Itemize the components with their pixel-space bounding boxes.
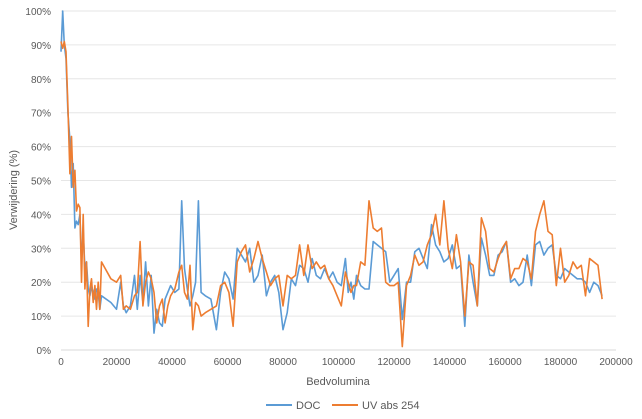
x-tick-label: 160000: [488, 357, 522, 368]
x-tick-label: 0: [58, 357, 64, 368]
y-tick-label: 90%: [31, 41, 51, 52]
y-tick-label: 50%: [31, 177, 51, 188]
series-lines: [60, 10, 603, 348]
x-tick-label: 200000: [599, 357, 633, 368]
y-tick-label: 10%: [31, 312, 51, 323]
x-tick-label: 120000: [377, 357, 411, 368]
y-tick-label: 20%: [31, 278, 51, 289]
x-axis-title: Bedvolumina: [306, 376, 370, 388]
series-line-uv-abs-254: [60, 40, 603, 348]
y-tick-labels: 0% 10% 20% 30% 40% 50% 60% 70% 80% 90% 100%: [25, 7, 51, 357]
y-tick-label: 60%: [31, 143, 51, 154]
legend-label-uv-abs-254: UV abs 254: [362, 400, 419, 412]
x-tick-label: 80000: [269, 357, 297, 368]
legend-label-doc: DOC: [296, 400, 321, 412]
y-axis-title: Verwijdering (%): [8, 150, 20, 230]
x-tick-label: 100000: [322, 357, 356, 368]
y-tick-label: 80%: [31, 75, 51, 86]
y-tick-label: 70%: [31, 109, 51, 120]
gridlines: [61, 10, 616, 317]
x-tick-label: 180000: [544, 357, 578, 368]
y-tick-label: 30%: [31, 244, 51, 255]
y-tick-label: 40%: [31, 210, 51, 221]
legend: DOC UV abs 254: [266, 400, 419, 412]
x-tick-label: 140000: [433, 357, 467, 368]
y-tick-label: 100%: [25, 7, 51, 18]
x-tick-labels: 0 20000 40000 60000 80000 100000 120000 140000 1…: [58, 357, 633, 368]
y-tick-label: 0%: [37, 346, 52, 357]
x-tick-label: 40000: [158, 357, 186, 368]
x-tick-label: 60000: [214, 357, 242, 368]
x-tick-label: 20000: [103, 357, 131, 368]
